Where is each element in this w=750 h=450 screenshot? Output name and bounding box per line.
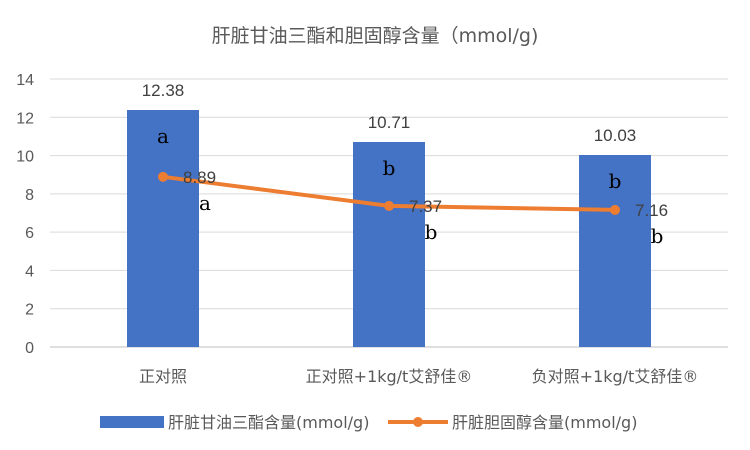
chart-title: 肝脏甘油三酯和胆固醇含量（mmol/g) <box>212 25 539 47</box>
bar-series: 12.38 a 10.71 b 10.03 b <box>127 81 651 347</box>
y-tick-label: 2 <box>25 302 34 319</box>
bar <box>127 110 199 347</box>
x-axis-categories: 正对照 正对照+1kg/t艾舒佳® 负对照+1kg/t艾舒佳® <box>139 367 698 386</box>
legend: 肝脏甘油三酯含量(mmol/g) 肝脏胆固醇含量(mmol/g) <box>100 413 637 432</box>
legend-marker-cholesterol <box>413 417 423 427</box>
x-category-label: 正对照+1kg/t艾舒佳® <box>306 367 473 386</box>
legend-label-cholesterol: 肝脏胆固醇含量(mmol/g) <box>452 413 637 432</box>
y-tick-label: 4 <box>25 263 34 280</box>
line-data-label: 8.89 <box>183 168 216 187</box>
line-data-label: 7.16 <box>635 201 668 220</box>
y-tick-label: 8 <box>25 187 34 204</box>
line-significance-letter: b <box>651 224 664 248</box>
bar-data-label: 10.03 <box>594 126 637 145</box>
line-point <box>384 200 394 211</box>
line-significance-letter: a <box>199 191 211 215</box>
y-tick-label: 14 <box>16 72 34 89</box>
bar-significance-letter: a <box>157 124 169 148</box>
y-axis-ticks: 0 2 4 6 8 10 12 14 <box>16 72 34 357</box>
bar-data-label: 10.71 <box>368 113 411 132</box>
y-tick-label: 10 <box>16 149 34 166</box>
y-tick-label: 12 <box>16 110 34 127</box>
line-point <box>158 171 168 182</box>
legend-swatch-triglyceride <box>100 416 164 428</box>
y-tick-label: 6 <box>25 225 34 242</box>
legend-label-triglyceride: 肝脏甘油三酯含量(mmol/g) <box>168 413 369 432</box>
bar <box>579 154 651 347</box>
line-point <box>610 204 620 215</box>
bar-significance-letter: b <box>609 169 622 193</box>
y-tick-label: 0 <box>25 340 34 357</box>
line-significance-letter: b <box>425 220 438 244</box>
line-series: 8.89 a 7.37 b 7.16 b <box>158 168 668 248</box>
bar-significance-letter: b <box>383 156 396 180</box>
bar <box>353 141 425 347</box>
bar-data-label: 12.38 <box>142 81 185 100</box>
x-category-label: 负对照+1kg/t艾舒佳® <box>532 367 699 386</box>
line-data-label: 7.37 <box>409 197 442 216</box>
x-category-label: 正对照 <box>139 367 187 386</box>
